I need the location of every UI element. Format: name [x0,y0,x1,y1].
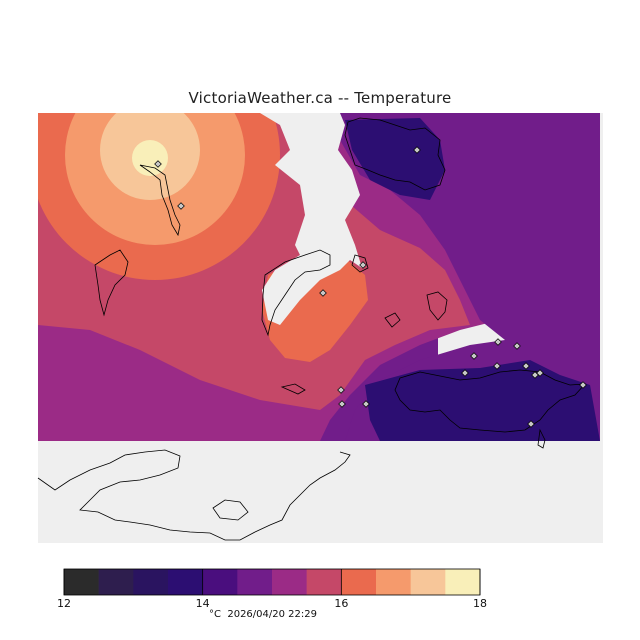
colorbar-tick-label: 12 [57,597,71,610]
colorbar-tick-label: 18 [473,597,487,610]
station-marker[interactable] [154,160,162,168]
station-marker[interactable] [362,400,370,408]
field-indigo-north [345,118,445,200]
station-markers [154,146,587,428]
colorbar-bin [306,569,342,595]
colorbar-tick-label: 14 [195,597,210,610]
colorbar-tick-label: 16 [334,597,349,610]
station-marker[interactable] [522,362,530,370]
station-marker[interactable] [493,362,501,370]
station-marker[interactable] [494,338,502,346]
map-title: VictoriaWeather.ca -- Temperature [188,89,452,107]
colorbar-bin [341,569,377,595]
colorbar-bin [98,569,134,595]
colorbar-bin [237,569,273,595]
station-marker[interactable] [579,381,587,389]
colorbar-bin [410,569,446,595]
legend-caption: °C 2026/04/20 22:29 [209,609,317,620]
station-marker[interactable] [513,342,521,350]
colorbar-bin [64,569,99,595]
colorbar-bin [168,569,203,595]
station-marker[interactable] [177,202,185,210]
temperature-field [38,113,600,441]
station-marker[interactable] [413,146,421,154]
inlet-water [260,113,362,325]
station-marker[interactable] [536,369,544,377]
station-marker[interactable] [337,386,345,394]
station-marker[interactable] [527,420,535,428]
unit-label: °C [209,609,221,620]
station-marker[interactable] [470,352,478,360]
colorbar [63,568,481,596]
field-indigo-south [365,360,600,441]
station-marker[interactable] [319,289,327,297]
field-cream-core [132,140,168,176]
colorbar-bin [202,569,238,595]
colorbar-bin [376,569,411,595]
colorbar-bin [133,569,169,595]
station-marker[interactable] [461,369,469,377]
station-marker[interactable] [359,261,367,269]
station-marker[interactable] [338,400,346,408]
timestamp-label: 2026/04/20 22:29 [227,609,317,620]
colorbar-bin [445,569,481,595]
coastlines [37,117,586,541]
colorbar-bin [272,569,307,595]
